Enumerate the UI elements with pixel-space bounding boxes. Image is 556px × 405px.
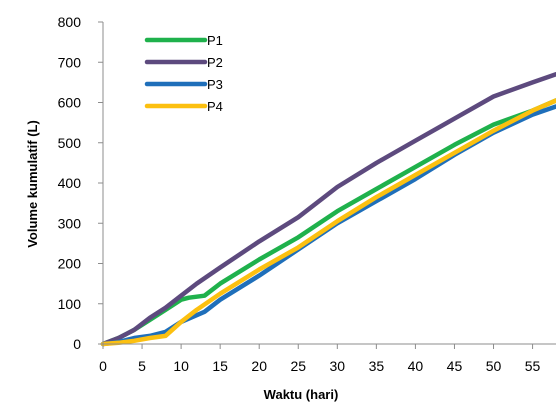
- x-tick-label: 30: [330, 358, 346, 374]
- axes: [102, 22, 556, 345]
- legend-label-p1: P1: [207, 33, 223, 48]
- x-tick-label: 20: [251, 358, 267, 374]
- series-line-p2: [100, 72, 556, 347]
- y-tick-label: 700: [58, 54, 82, 70]
- x-tick-label: 50: [486, 358, 502, 374]
- legend: P1 P2 P3 P4: [144, 33, 223, 114]
- legend-label-p2: P2: [207, 55, 223, 70]
- x-tick-label: 25: [290, 358, 306, 374]
- y-tick-label: 600: [58, 95, 82, 111]
- y-tick-label: 100: [58, 296, 82, 312]
- x-tick-label: 5: [138, 358, 146, 374]
- legend-label-p4: P4: [207, 99, 223, 114]
- x-tick-label: 15: [212, 358, 228, 374]
- x-axis-title: Waktu (hari): [264, 387, 339, 402]
- y-tick-label: 400: [58, 175, 82, 191]
- x-tick-label: 40: [408, 358, 424, 374]
- y-tick-label: 200: [58, 256, 82, 272]
- y-tick-label: 300: [58, 215, 82, 231]
- y-tick-label: 0: [73, 336, 81, 352]
- legend-label-p3: P3: [207, 77, 223, 92]
- y-tick-label: 800: [58, 14, 82, 30]
- y-tick-label: 500: [58, 135, 82, 151]
- series-line-p4: [100, 98, 556, 347]
- x-tick-label: 55: [525, 358, 541, 374]
- x-tick-label: 10: [173, 358, 189, 374]
- x-ticks: 0 5 10 15 20 25 30 35 40 45 50 55: [99, 344, 541, 374]
- y-axis-title: Volume kumulatif (L): [25, 120, 40, 248]
- x-tick-label: 35: [369, 358, 385, 374]
- x-tick-label: 45: [447, 358, 463, 374]
- x-tick-label: 0: [99, 358, 107, 374]
- series-lines: [100, 72, 556, 347]
- y-ticks: 0 100 200 300 400 500 600 700 800: [58, 14, 103, 352]
